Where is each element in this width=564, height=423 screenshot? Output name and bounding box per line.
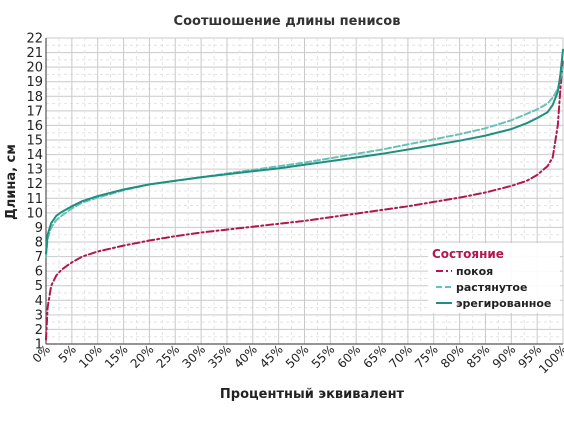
- x-tick-label: 10%: [76, 342, 105, 371]
- x-tick-label: 90%: [490, 342, 519, 371]
- y-tick-label: 4: [35, 294, 43, 309]
- x-tick-label: 30%: [179, 342, 208, 371]
- y-tick-label: 7: [35, 250, 43, 265]
- x-tick-label: 15%: [102, 342, 131, 371]
- legend-background: [428, 243, 560, 313]
- x-tick-label: 50%: [283, 342, 312, 371]
- x-axis-label: Процентный эквивалент: [220, 387, 405, 402]
- y-tick-label: 16: [26, 119, 43, 134]
- x-tick-label: 75%: [412, 342, 441, 371]
- x-tick-label: 35%: [205, 342, 234, 371]
- x-tick-label: 45%: [257, 342, 286, 371]
- x-tick-label: 100%: [536, 342, 564, 376]
- x-tick-label: 0%: [30, 342, 53, 365]
- y-tick-label: 10: [26, 206, 43, 221]
- legend-label-эрегированное: эрегированное: [456, 297, 551, 310]
- y-tick-label: 18: [26, 90, 43, 105]
- y-tick-label: 9: [35, 221, 43, 236]
- y-tick-label: 5: [35, 279, 43, 294]
- y-axis-label: Длина, см: [4, 144, 19, 220]
- y-tick-label: 20: [26, 61, 43, 76]
- legend-items: покоя растянутое эрегированное: [436, 265, 551, 310]
- x-tick-label: 70%: [386, 342, 415, 371]
- series-line-растянутое: [45, 66, 564, 258]
- y-tick-label: 12: [26, 177, 43, 192]
- x-tick-label: 85%: [464, 342, 493, 371]
- y-tick-label: 17: [26, 104, 43, 119]
- x-tick-labels: 0% 5%10%15%20%25%30%35%40%45%50%55%60%65%…: [30, 342, 564, 376]
- legend-label-покоя: покоя: [456, 265, 493, 278]
- x-tick-label: 60%: [335, 342, 364, 371]
- y-tick-label: 19: [26, 75, 43, 90]
- x-tick-label: 5%: [56, 342, 79, 365]
- y-tick-label: 13: [26, 163, 43, 178]
- y-tick-label: 2: [35, 323, 43, 338]
- plot-frame: [45, 38, 563, 345]
- y-tick-label: 22: [26, 32, 43, 47]
- x-tick-label: 40%: [231, 342, 260, 371]
- legend-title: Состояние: [432, 247, 504, 261]
- y-tick-label: 3: [35, 308, 43, 323]
- y-tick-label: 15: [26, 134, 43, 149]
- y-tick-label: 1: [35, 338, 43, 353]
- x-tick-label: 55%: [309, 342, 338, 371]
- x-tick-label: 65%: [360, 342, 389, 371]
- grid: [45, 37, 564, 345]
- series-line-покоя: [45, 57, 564, 341]
- y-tick-label: 21: [26, 46, 43, 61]
- y-tick-label: 8: [35, 236, 43, 251]
- y-tick-label: 14: [26, 148, 43, 163]
- y-tick-label: 6: [35, 265, 43, 280]
- series-layer: [45, 48, 564, 341]
- x-tick-label: 25%: [154, 342, 183, 371]
- chart-title: Соотшошение длины пенисов: [174, 14, 401, 29]
- x-tick-label: 80%: [438, 342, 467, 371]
- x-tick-label: 20%: [128, 342, 157, 371]
- legend: Состояние покоя растянутое эрегированное: [428, 243, 560, 313]
- series-line-эрегированное: [45, 48, 564, 255]
- legend-label-растянутое: растянутое: [456, 281, 527, 294]
- y-tick-label: 11: [26, 192, 43, 207]
